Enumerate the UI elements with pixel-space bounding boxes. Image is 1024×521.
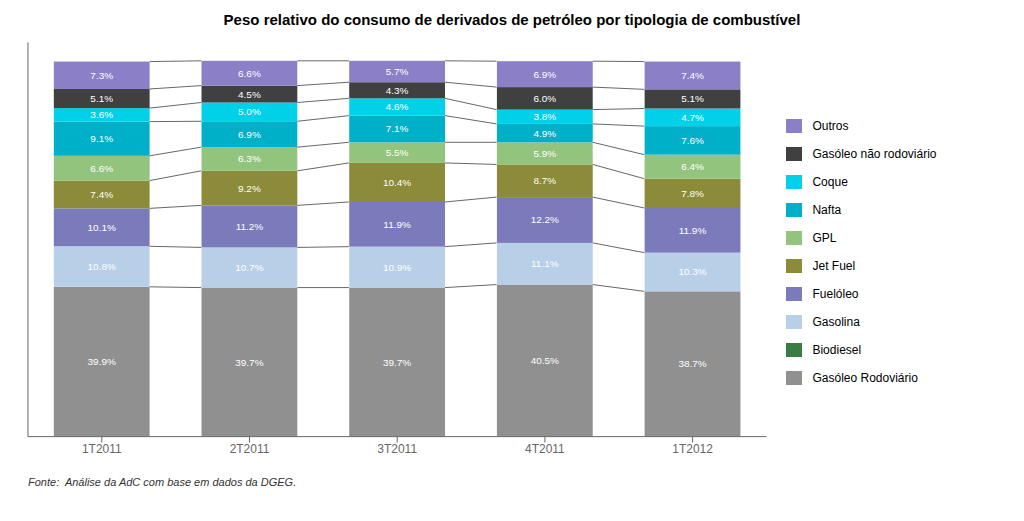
svg-text:9.2%: 9.2% [238, 183, 261, 194]
svg-text:39.7%: 39.7% [235, 357, 263, 368]
svg-text:7.8%: 7.8% [681, 188, 704, 199]
svg-text:5.0%: 5.0% [238, 106, 261, 117]
svg-text:10.1%: 10.1% [88, 222, 116, 233]
svg-text:5.7%: 5.7% [386, 66, 409, 77]
svg-text:7.1%: 7.1% [386, 123, 409, 134]
svg-text:4.9%: 4.9% [533, 128, 556, 139]
html-text:Coque: Coque [812, 175, 848, 189]
svg-text:11.2%: 11.2% [236, 221, 264, 232]
svg-text:10.7%: 10.7% [235, 262, 263, 273]
html-text:Gasóleo Rodoviário: Gasóleo Rodoviário [812, 371, 918, 385]
svg-text:6.0%: 6.0% [533, 93, 556, 104]
html-text:Nafta: Nafta [812, 203, 842, 217]
svg-text:39.9%: 39.9% [88, 356, 116, 367]
html-text:Peso relativo do consumo de de: Peso relativo do consumo de derivados de… [223, 11, 801, 28]
svg-text:40.5%: 40.5% [531, 355, 559, 366]
svg-text:6.4%: 6.4% [681, 161, 704, 172]
svg-text:11.9%: 11.9% [383, 219, 411, 230]
svg-text:10.8%: 10.8% [88, 261, 116, 272]
svg-text:11.1%: 11.1% [531, 258, 559, 269]
svg-text:5.5%: 5.5% [386, 147, 409, 158]
svg-text:6.9%: 6.9% [533, 69, 556, 80]
svg-text:7.4%: 7.4% [681, 70, 704, 81]
svg-text:4.7%: 4.7% [681, 112, 704, 123]
svg-text:7.6%: 7.6% [681, 135, 704, 146]
html-text:Gasóleo não rodoviário: Gasóleo não rodoviário [812, 147, 937, 161]
svg-text:7.3%: 7.3% [90, 70, 113, 81]
svg-text:6.9%: 6.9% [238, 129, 261, 140]
svg-text:12.2%: 12.2% [531, 215, 559, 226]
html-text:Outros: Outros [812, 119, 849, 133]
svg-text:4.6%: 4.6% [386, 101, 409, 112]
svg-text:11.9%: 11.9% [679, 225, 707, 236]
svg-text:6.6%: 6.6% [238, 68, 261, 79]
svg-text:6.6%: 6.6% [90, 163, 113, 174]
svg-text:1T2012: 1T2012 [672, 442, 713, 456]
svg-text:5.1%: 5.1% [681, 93, 704, 104]
html-text:Gasolina: Gasolina [812, 315, 860, 329]
svg-text:4.5%: 4.5% [238, 89, 261, 100]
svg-text:38.7%: 38.7% [678, 358, 706, 369]
svg-text:5.9%: 5.9% [533, 148, 556, 159]
svg-text:7.4%: 7.4% [90, 189, 113, 200]
html-text:Fonte: Análise da AdC com base: Fonte: Análise da AdC com base em dados … [28, 476, 297, 488]
svg-text:2T2011: 2T2011 [230, 442, 270, 456]
html-text:Jet Fuel: Jet Fuel [812, 259, 856, 273]
svg-text:1T2011: 1T2011 [82, 442, 122, 456]
svg-text:10.9%: 10.9% [383, 262, 411, 273]
svg-text:4.3%: 4.3% [386, 85, 409, 96]
svg-text:10.4%: 10.4% [383, 177, 411, 188]
svg-text:4T2011: 4T2011 [525, 442, 565, 456]
svg-text:3.6%: 3.6% [90, 109, 113, 120]
svg-text:39.7%: 39.7% [383, 357, 411, 368]
svg-text:9.1%: 9.1% [90, 133, 113, 144]
svg-text:3.8%: 3.8% [533, 111, 556, 122]
svg-text:6.3%: 6.3% [238, 153, 261, 164]
svg-text:8.7%: 8.7% [533, 175, 556, 186]
svg-text:10.3%: 10.3% [678, 267, 706, 278]
svg-text:5.1%: 5.1% [90, 93, 113, 104]
html-text:Biodiesel: Biodiesel [812, 343, 862, 357]
html-text:GPL: GPL [812, 231, 837, 245]
svg-text:3T2011: 3T2011 [377, 442, 417, 456]
html-text:Fuelóleo: Fuelóleo [812, 287, 859, 301]
